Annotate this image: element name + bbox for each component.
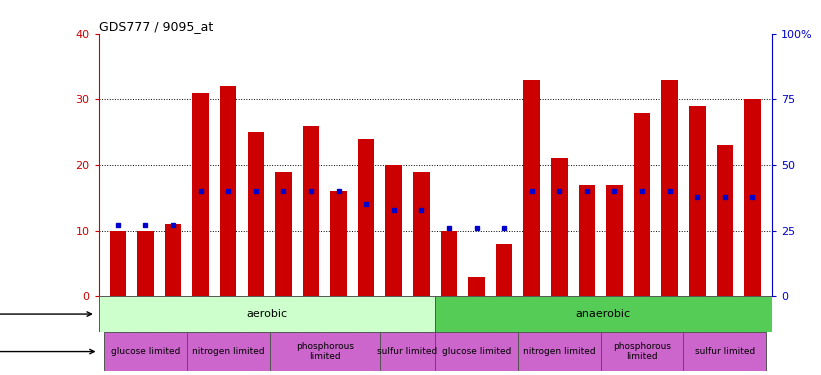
Bar [386,165,402,296]
Text: sulfur limited: sulfur limited [378,347,438,356]
Bar [744,99,761,296]
Bar [435,332,518,371]
Bar [468,276,484,296]
Bar [689,106,705,296]
Bar [435,296,772,332]
Text: GDS777 / 9095_at: GDS777 / 9095_at [99,20,213,33]
Bar [220,86,236,296]
Bar [551,158,567,296]
Bar [358,139,374,296]
Bar [104,332,187,371]
Bar [109,231,126,296]
Bar [662,80,678,296]
Bar [247,132,264,296]
Text: phosphorous
limited: phosphorous limited [296,342,354,361]
Text: glucose limited: glucose limited [442,347,511,356]
Bar [524,80,540,296]
Bar [187,332,269,371]
Bar [717,145,733,296]
Bar [413,171,429,296]
Bar [683,332,766,371]
Text: stress: stress [0,309,91,319]
Bar [441,231,457,296]
Text: aerobic: aerobic [246,309,287,319]
Bar [518,332,601,371]
Text: phosphorous
limited: phosphorous limited [613,342,671,361]
Text: nitrogen limited: nitrogen limited [523,347,595,356]
Bar [303,126,319,296]
Bar [601,332,683,371]
Text: nitrogen limited: nitrogen limited [192,347,264,356]
Bar [99,296,435,332]
Text: growth protocol: growth protocol [0,346,94,357]
Bar [192,93,209,296]
Bar [634,112,650,296]
Text: sulfur limited: sulfur limited [695,347,755,356]
Bar [275,171,291,296]
Bar [165,224,181,296]
Bar [137,231,154,296]
Text: anaerobic: anaerobic [576,309,631,319]
Bar [269,332,380,371]
Bar [606,184,623,296]
Bar [330,191,346,296]
Bar [496,244,512,296]
Text: glucose limited: glucose limited [111,347,180,356]
Bar [579,184,595,296]
Bar [380,332,435,371]
